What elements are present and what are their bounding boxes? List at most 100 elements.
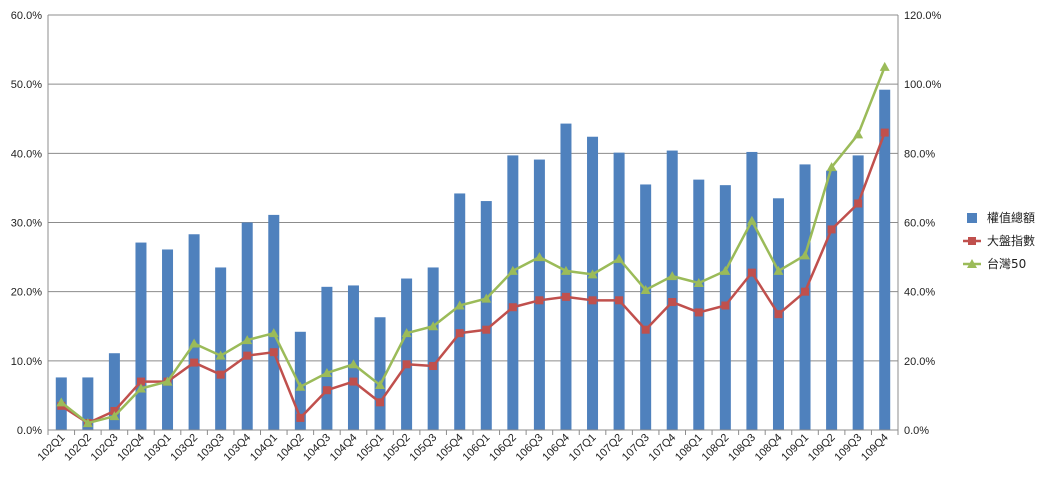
line-point-square: [854, 199, 863, 208]
bar: [321, 286, 333, 430]
x-tick-label: 108Q1: [673, 432, 705, 464]
line-point-square: [376, 398, 385, 407]
line-point-triangle: [853, 129, 864, 139]
line-point-square: [190, 358, 199, 367]
line-point-square: [508, 303, 517, 312]
x-tick-label: 104Q2: [275, 432, 307, 464]
line-point-square: [110, 406, 119, 415]
x-tick-label: 104Q1: [248, 432, 280, 464]
line-point-square: [694, 308, 703, 317]
x-tick-label: 106Q1: [461, 432, 493, 464]
line-point-square: [668, 298, 677, 307]
x-tick-label: 107Q3: [620, 432, 652, 464]
line-point-triangle: [56, 397, 67, 407]
line-point-square: [827, 225, 836, 234]
x-tick-label: 103Q1: [142, 432, 174, 464]
legend-item: 大盤指數: [963, 233, 1035, 248]
line-point-square: [455, 329, 464, 338]
line-series: [56, 61, 890, 428]
line-point-triangle: [135, 383, 146, 393]
series-line: [60, 132, 886, 425]
x-tick-label: 108Q4: [753, 432, 785, 464]
line-point-triangle: [560, 265, 571, 275]
bar-series: [55, 89, 891, 431]
line-point-square: [402, 360, 411, 369]
x-tick-label: 107Q4: [646, 432, 678, 464]
line-point-triangle: [162, 376, 173, 386]
bar: [215, 267, 227, 430]
x-tick-label: 102Q2: [62, 432, 94, 464]
line-point-triangle: [215, 350, 226, 360]
line-point-triangle: [321, 367, 332, 377]
line-point-triangle: [348, 359, 359, 369]
y2-tick-label: 40.0%: [904, 287, 935, 299]
x-tick-label: 105Q4: [434, 432, 466, 464]
bar: [826, 170, 838, 430]
bar: [241, 222, 253, 430]
x-tick-label: 105Q1: [354, 432, 386, 464]
bar: [374, 317, 386, 430]
x-tick-label: 103Q4: [221, 432, 253, 464]
y2-tick-label: 60.0%: [904, 218, 935, 230]
line-point-triangle: [534, 252, 545, 262]
bar: [108, 353, 120, 430]
x-tick-label: 104Q3: [301, 432, 333, 464]
legend-item: 台灣50: [963, 256, 1026, 271]
line-point-triangle: [640, 284, 651, 294]
line-point-triangle: [82, 418, 93, 428]
y2-tick-label: 120.0%: [904, 10, 942, 22]
bar: [294, 331, 306, 430]
line-point-square: [801, 287, 810, 296]
x-tick-label: 109Q1: [779, 432, 811, 464]
y-tick-label: 0.0%: [17, 425, 42, 437]
line-point-triangle: [375, 380, 386, 390]
legend-item: 權值總額: [967, 210, 1035, 225]
x-tick-label: 107Q1: [567, 432, 599, 464]
line-point-square: [535, 296, 544, 305]
y2-tick-label: 100.0%: [904, 79, 942, 91]
line-point-square: [615, 296, 624, 305]
x-tick-label: 105Q3: [407, 432, 439, 464]
line-point-square: [216, 370, 225, 379]
line-point-square: [880, 128, 889, 137]
x-tick-label: 102Q4: [115, 432, 147, 464]
line-point-triangle: [800, 250, 811, 260]
x-tick-label: 109Q2: [806, 432, 838, 464]
line-point-square: [774, 310, 783, 319]
line-point-square: [349, 377, 358, 386]
bar: [852, 155, 864, 431]
x-tick-label: 106Q2: [487, 432, 519, 464]
bar: [746, 151, 758, 430]
bar: [401, 278, 413, 430]
line-point-triangle: [109, 411, 120, 421]
line-point-triangle: [693, 278, 704, 288]
x-tick-label: 103Q2: [168, 432, 200, 464]
bar: [454, 193, 466, 430]
line-point-square: [136, 377, 145, 386]
line-point-triangle: [507, 265, 518, 275]
line-point-square: [641, 325, 650, 334]
line-point-triangle: [268, 328, 279, 338]
bar: [268, 214, 280, 430]
bar: [587, 136, 599, 430]
x-axis-tick-labels: 102Q1102Q2102Q3102Q4103Q1103Q2103Q3103Q4…: [36, 432, 891, 464]
y-tick-label: 60.0%: [11, 10, 42, 22]
y-tick-label: 30.0%: [11, 218, 42, 230]
y2-tick-label: 20.0%: [904, 356, 935, 368]
line-point-square: [296, 413, 305, 422]
bar: [162, 249, 174, 430]
x-tick-label: 106Q4: [540, 432, 572, 464]
y-tick-label: 10.0%: [11, 356, 42, 368]
axes: [47, 15, 899, 435]
line-point-square: [588, 296, 597, 305]
line-point-triangle: [720, 265, 731, 275]
line-point-square: [482, 325, 491, 334]
line-point-square: [322, 386, 331, 395]
right-axis-tick-labels: 0.0% 20.0% 40.0% 60.0% 80.0% 100.0% 120.0%: [904, 10, 942, 437]
line-point-triangle: [454, 300, 465, 310]
line-point-square: [561, 292, 570, 301]
bar: [533, 159, 545, 430]
bar: [666, 150, 678, 431]
line-point-square: [269, 348, 278, 357]
